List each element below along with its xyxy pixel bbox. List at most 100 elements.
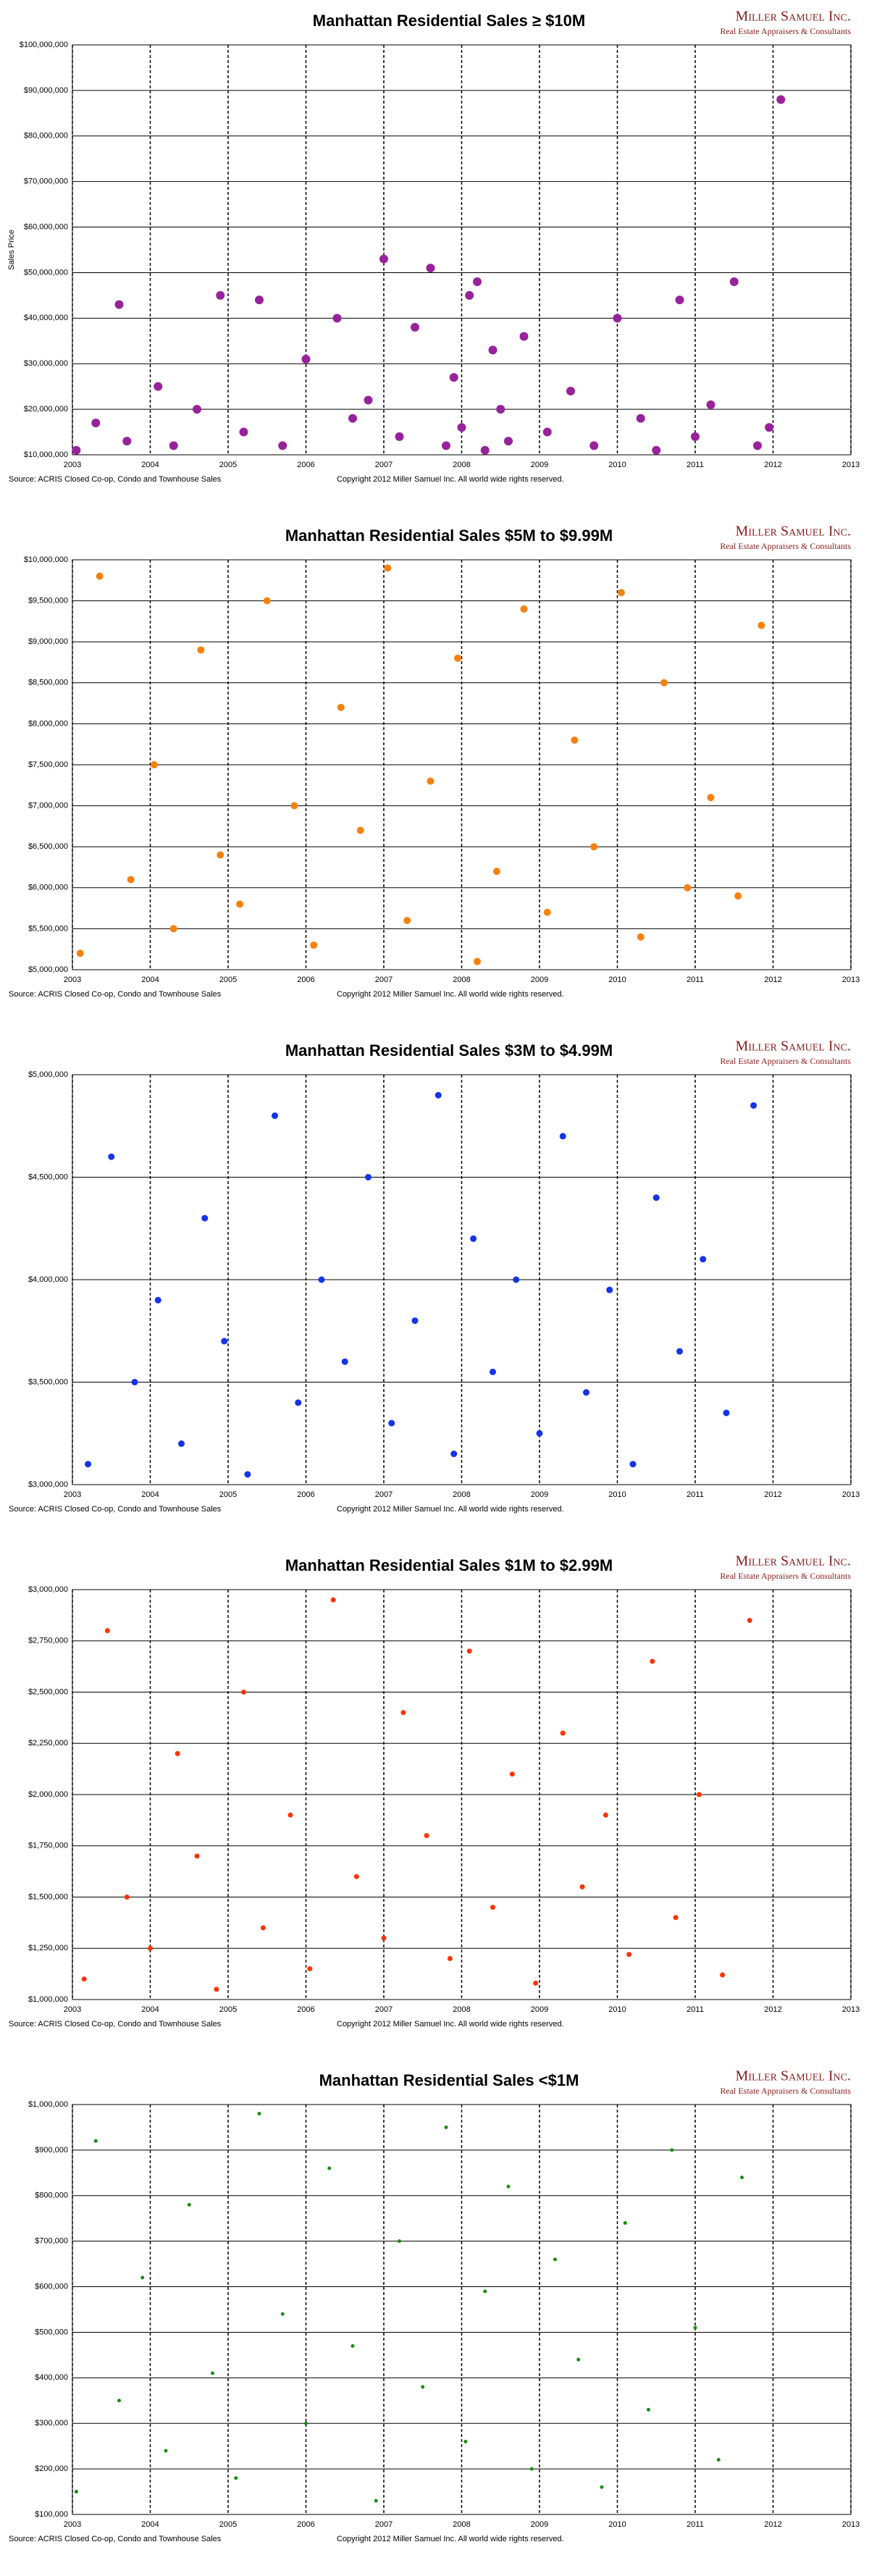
x-tick-label: 2006 (297, 461, 314, 469)
data-point (490, 1905, 495, 1910)
logo-name: Miller Samuel Inc. (736, 9, 851, 25)
copyright-note: Copyright 2012 Miller Samuel Inc. All wo… (337, 1505, 564, 1514)
data-point (716, 2458, 721, 2462)
x-tick-label: 2007 (375, 1490, 392, 1499)
data-point (122, 437, 132, 446)
data-point (723, 1409, 730, 1417)
x-tick-label: 2008 (453, 461, 470, 469)
x-tick-label: 2009 (531, 976, 548, 984)
copyright-note: Copyright 2012 Miller Samuel Inc. All wo… (337, 2020, 564, 2029)
y-tick-label: $60,000,000 (24, 222, 68, 231)
x-tick-label: 2008 (453, 976, 470, 984)
y-tick-label: $8,000,000 (28, 719, 68, 728)
x-tick-label: 2003 (64, 2520, 81, 2529)
data-point (154, 382, 163, 391)
data-point (729, 277, 739, 287)
y-tick-label: $500,000 (35, 2328, 68, 2336)
y-tick-label: $2,000,000 (28, 1790, 68, 1799)
y-tick-label: $30,000,000 (24, 359, 68, 368)
data-point (463, 2439, 468, 2443)
data-point (76, 949, 84, 957)
y-tick-label: $800,000 (35, 2191, 68, 2200)
data-point (278, 441, 287, 450)
data-point (217, 851, 224, 859)
data-point (216, 290, 225, 300)
y-tick-label: $4,000,000 (28, 1275, 68, 1284)
data-point (104, 1628, 110, 1634)
data-point (519, 332, 529, 341)
data-point (757, 621, 765, 629)
chart: Manhattan Residential Sales $5M to $9.99… (9, 524, 860, 999)
data-point (353, 1874, 359, 1879)
x-tick-label: 2005 (219, 976, 237, 984)
data-point (776, 95, 786, 104)
data-point (450, 1451, 458, 1458)
x-tick-label: 2013 (842, 976, 860, 984)
data-point (301, 354, 311, 364)
data-point (290, 802, 298, 810)
x-tick-label: 2009 (531, 2005, 548, 2014)
x-tick-label: 2012 (764, 1490, 781, 1499)
x-tick-label: 2009 (531, 2520, 548, 2529)
x-tick-label: 2003 (64, 1490, 81, 1499)
data-point (637, 933, 645, 941)
data-point (364, 395, 373, 405)
y-tick-label: $300,000 (35, 2419, 68, 2428)
logo-tagline: Real Estate Appraisers & Consultants (720, 2086, 851, 2096)
logo-name: Miller Samuel Inc. (736, 2068, 851, 2084)
data-point (388, 1419, 395, 1427)
data-point (750, 1102, 757, 1109)
y-tick-label: $100,000 (35, 2510, 68, 2519)
data-point (280, 2312, 285, 2316)
source-note: Source: ACRIS Closed Co-op, Condo and To… (9, 2020, 222, 2029)
data-point (427, 777, 434, 785)
data-point (260, 1925, 266, 1931)
logo-name: Miller Samuel Inc. (736, 524, 851, 540)
data-point (583, 1389, 589, 1396)
y-tick-label: $40,000,000 (24, 314, 68, 322)
data-point (140, 2275, 145, 2280)
y-tick-label: $3,500,000 (28, 1377, 68, 1386)
x-tick-label: 2011 (687, 976, 704, 984)
chart-title: Manhattan Residential Sales $1M to $2.99… (285, 1556, 613, 1574)
copyright-note: Copyright 2012 Miller Samuel Inc. All wo… (337, 475, 564, 484)
source-note: Source: ACRIS Closed Co-op, Condo and To… (9, 990, 222, 999)
chart: Manhattan Residential Sales <$1M Miller S… (9, 2068, 860, 2543)
x-tick-label: 2006 (297, 976, 314, 984)
data-point (447, 1955, 453, 1961)
y-tick-label: $2,250,000 (28, 1739, 68, 1748)
data-point (647, 2407, 650, 2412)
data-point (765, 423, 774, 432)
x-tick-label: 2011 (687, 1490, 704, 1499)
x-tick-label: 2007 (375, 976, 392, 984)
data-point (221, 1338, 228, 1345)
chart-title: Manhattan Residential Sales $3M to $4.99… (285, 1041, 613, 1060)
y-tick-label: $100,000,000 (20, 41, 68, 49)
logo-tagline: Real Estate Appraisers & Consultants (720, 1571, 851, 1581)
data-point (236, 900, 244, 908)
x-tick-label: 2010 (608, 2520, 626, 2529)
x-tick-label: 2003 (64, 976, 81, 984)
data-point (675, 295, 684, 305)
data-point (470, 1235, 477, 1242)
data-point (691, 432, 700, 441)
data-point (747, 1617, 752, 1623)
y-tick-label: $9,500,000 (28, 597, 68, 605)
data-point (449, 373, 458, 382)
data-point (332, 314, 342, 323)
data-point (590, 843, 598, 851)
chart-title: Manhattan Residential Sales $5M to $9.99… (285, 526, 613, 545)
data-point (194, 1853, 200, 1859)
data-point (81, 1976, 87, 1982)
x-tick-label: 2007 (375, 461, 392, 469)
y-tick-label: $2,500,000 (28, 1687, 68, 1696)
x-tick-label: 2013 (842, 461, 860, 469)
chart-title: Manhattan Residential Sales <$1M (319, 2071, 579, 2089)
data-point (509, 1771, 515, 1777)
data-point (154, 1296, 161, 1304)
data-point (356, 826, 364, 834)
data-point (350, 2344, 355, 2348)
y-tick-label: $1,250,000 (28, 1944, 68, 1952)
chart: Manhattan Residential Sales ≥ $10M Miller… (7, 9, 860, 484)
x-tick-label: 2013 (842, 1490, 860, 1499)
